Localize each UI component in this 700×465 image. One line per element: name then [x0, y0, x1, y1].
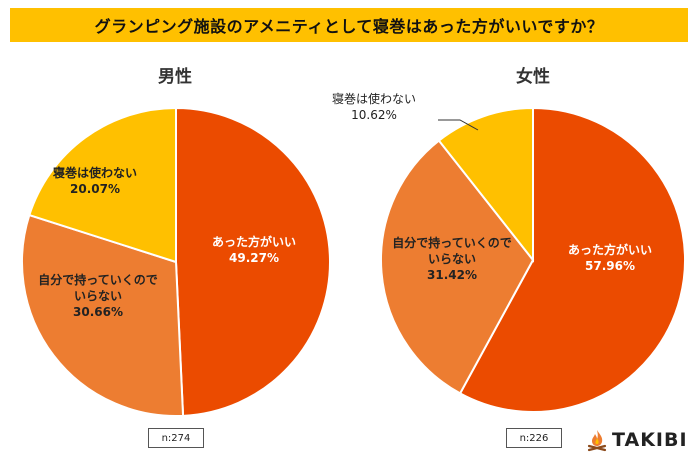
slice-category-label: あった方がいい [568, 242, 652, 257]
pie-slice-2 [21, 213, 185, 417]
female-pie-chart: あった方がいい 57.96% 自分で持っていくのでいらない 31.42% 寝巻は使わない… [332, 91, 686, 413]
pie-slice-3 [437, 106, 534, 263]
slice-category-label: あった方がいい [212, 234, 296, 249]
pie-slice-2 [380, 139, 535, 395]
slice-category-label: 自分で持っていくので [38, 272, 157, 287]
slice-value-label: 20.07% [70, 182, 120, 196]
female-sample-size: n:226 [506, 428, 562, 448]
slice-label-1: あった方がいい 49.27% [212, 234, 296, 265]
pie-slice-1 [175, 106, 331, 417]
male-pie-title: 男性 [158, 67, 192, 87]
brand-logo: TAKIBI [586, 428, 688, 452]
male-sample-size: n:274 [148, 428, 204, 448]
slice-label-2: 自分で持っていくのでいらない 30.66% [38, 272, 157, 319]
slice-label-1: あった方がいい 57.96% [568, 242, 652, 273]
callout-leader-line [438, 119, 479, 131]
slice-value-label: 31.42% [427, 268, 477, 282]
slice-label-3: 寝巻は使わない 20.07% [53, 165, 137, 196]
female-pie-title: 女性 [516, 67, 550, 87]
slice-category-label: 寝巻は使わない [332, 91, 416, 106]
slice-category-label: いらない [428, 252, 476, 266]
brand-name: TAKIBI [612, 429, 688, 451]
chart-title: グランピング施設のアメニティとして寝巻はあった方がいいですか？ [94, 17, 604, 36]
slice-value-label: 49.27% [229, 251, 279, 265]
slice-category-label: 寝巻は使わない [53, 165, 137, 180]
slice-category-label: 自分で持っていくので [392, 235, 511, 250]
slice-label-2: 自分で持っていくのでいらない 31.42% [392, 235, 511, 282]
campfire-icon [587, 430, 607, 452]
male-pie-chart: あった方がいい 49.27% 自分で持っていくのでいらない 30.66% 寝巻は使わない… [21, 106, 331, 417]
slice-category-label: いらない [74, 289, 122, 303]
pie-slice-1 [458, 106, 686, 413]
slice-label-3: 寝巻は使わない 10.62% [332, 91, 416, 122]
slice-value-label: 57.96% [585, 259, 635, 273]
chart-title-banner: グランピング施設のアメニティとして寝巻はあった方がいいですか？ [10, 8, 688, 42]
slice-value-label: 30.66% [73, 305, 123, 319]
slice-value-label: 10.62% [351, 108, 397, 122]
pie-slice-3 [28, 106, 177, 264]
